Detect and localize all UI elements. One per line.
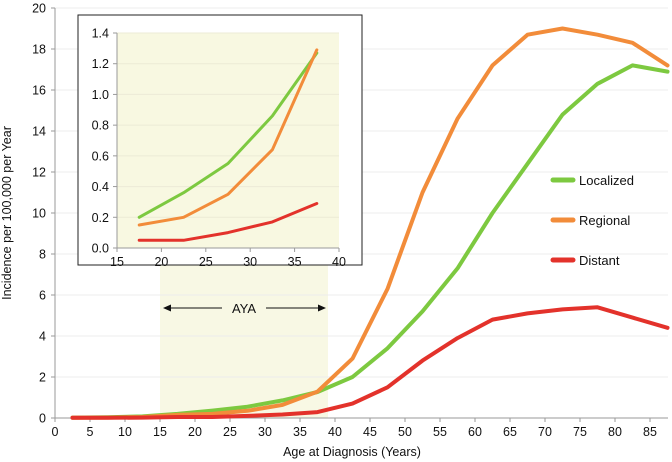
y-tick-label: 10	[32, 207, 46, 221]
y-tick-label: 0	[39, 412, 46, 426]
inset-y-tick-label: 0.0	[92, 242, 109, 256]
y-tick-label: 6	[39, 289, 46, 303]
x-tick-label: 40	[328, 425, 342, 439]
x-tick-label: 75	[573, 425, 587, 439]
inset-y-tick-label: 0.8	[92, 119, 109, 133]
inset-plot-background	[117, 33, 339, 248]
inset-y-tick-label: 0.6	[92, 149, 109, 163]
aya-arrowhead-right	[318, 304, 326, 312]
x-tick-label: 35	[293, 425, 307, 439]
inset-y-tick-label: 0.4	[92, 180, 109, 194]
y-tick-label: 12	[32, 166, 46, 180]
legend-label-localized: Localized	[579, 173, 634, 188]
y-tick-label: 8	[39, 248, 46, 262]
y-axis-label: Incidence per 100,000 per Year	[0, 126, 14, 300]
x-tick-label: 50	[398, 425, 412, 439]
legend-label-distant: Distant	[579, 253, 620, 268]
inset-x-tick-label: 25	[199, 255, 213, 269]
inset-x-tick-label: 40	[332, 255, 346, 269]
x-tick-label: 55	[433, 425, 447, 439]
y-tick-label: 4	[39, 330, 46, 344]
y-tick-label: 14	[32, 125, 46, 139]
inset-series-line-localized	[137, 51, 319, 219]
x-tick-label: 5	[87, 425, 94, 439]
y-tick-label: 16	[32, 84, 46, 98]
x-tick-label: 80	[608, 425, 622, 439]
inset-series-line-distant	[137, 202, 319, 242]
aya-arrowhead-left	[163, 304, 171, 312]
x-tick-label: 30	[258, 425, 272, 439]
x-tick-label: 85	[643, 425, 657, 439]
x-tick-label: 15	[153, 425, 167, 439]
inset-x-tick-label: 20	[154, 255, 168, 269]
x-tick-label: 0	[52, 425, 59, 439]
aya-label: AYA	[232, 301, 256, 316]
inset-y-tick-label: 0.2	[92, 211, 109, 225]
legend-label-regional: Regional	[579, 213, 630, 228]
y-tick-label: 20	[32, 2, 46, 16]
inset-y-tick-label: 1.0	[92, 88, 109, 102]
x-tick-label: 70	[538, 425, 552, 439]
x-tick-label: 45	[363, 425, 377, 439]
inset-y-tick-label: 1.2	[92, 57, 109, 71]
inset-x-tick-label: 30	[243, 255, 257, 269]
x-axis-label: Age at Diagnosis (Years)	[283, 445, 421, 459]
inset-series-line-regional	[137, 48, 319, 227]
inset-x-tick-label: 35	[288, 255, 302, 269]
x-tick-label: 65	[503, 425, 517, 439]
series-line-distant	[70, 305, 670, 420]
x-tick-label: 25	[223, 425, 237, 439]
inset-y-tick-label: 1.4	[92, 27, 109, 41]
x-tick-label: 10	[118, 425, 132, 439]
inset-x-tick-label: 15	[110, 255, 124, 269]
y-tick-label: 18	[32, 43, 46, 57]
x-tick-label: 60	[468, 425, 482, 439]
x-tick-label: 20	[188, 425, 202, 439]
y-tick-label: 2	[39, 371, 46, 385]
